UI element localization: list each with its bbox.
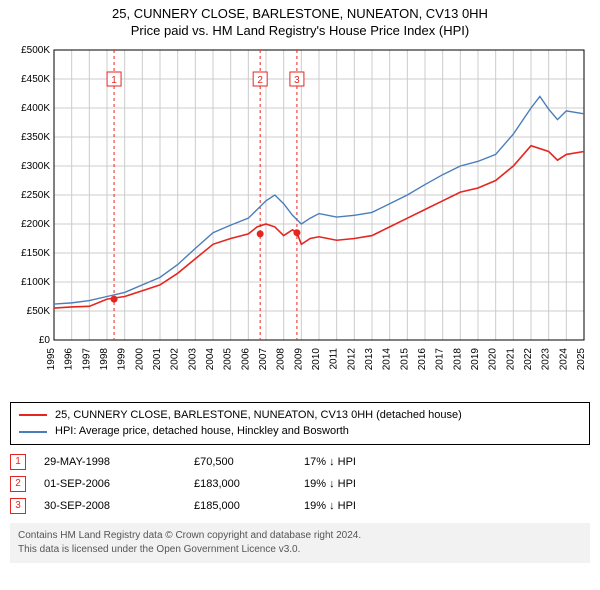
- svg-text:2007: 2007: [258, 347, 269, 370]
- svg-text:2008: 2008: [276, 347, 287, 370]
- chart-container: 25, CUNNERY CLOSE, BARLESTONE, NUNEATON,…: [0, 0, 600, 563]
- title-sub: Price paid vs. HM Land Registry's House …: [10, 23, 590, 40]
- svg-text:£0: £0: [39, 335, 51, 346]
- footer-line2: This data is licensed under the Open Gov…: [18, 543, 582, 557]
- svg-text:2024: 2024: [558, 347, 569, 370]
- event-price: £183,000: [194, 478, 304, 490]
- chart: £0 £50K £100K £150K £200K £250K £300K £350K £400…: [10, 44, 590, 394]
- event-row: 1 29-MAY-1998 £70,500 17% ↓ HPI: [10, 451, 590, 473]
- legend-row-hpi: HPI: Average price, detached house, Hinc…: [19, 423, 581, 440]
- legend-swatch-hpi: [19, 431, 47, 433]
- event-marker: 2: [10, 476, 26, 492]
- event-price: £70,500: [194, 456, 304, 468]
- svg-text:2011: 2011: [329, 347, 340, 369]
- chart-svg: £0 £50K £100K £150K £200K £250K £300K £350K £400…: [10, 44, 590, 394]
- title-block: 25, CUNNERY CLOSE, BARLESTONE, NUNEATON,…: [0, 0, 600, 44]
- svg-text:1995: 1995: [46, 347, 57, 370]
- event-marker: 3: [10, 498, 26, 514]
- legend-row-property: 25, CUNNERY CLOSE, BARLESTONE, NUNEATON,…: [19, 407, 581, 424]
- legend-swatch-property: [19, 414, 47, 416]
- svg-text:2017: 2017: [435, 347, 446, 370]
- svg-text:2000: 2000: [134, 347, 145, 370]
- svg-text:£250K: £250K: [21, 190, 50, 201]
- svg-text:1: 1: [111, 75, 117, 86]
- events-table: 1 29-MAY-1998 £70,500 17% ↓ HPI 2 01-SEP…: [10, 451, 590, 517]
- svg-text:2006: 2006: [240, 347, 251, 370]
- svg-text:2005: 2005: [223, 347, 234, 370]
- legend: 25, CUNNERY CLOSE, BARLESTONE, NUNEATON,…: [10, 402, 590, 445]
- title-main: 25, CUNNERY CLOSE, BARLESTONE, NUNEATON,…: [10, 6, 590, 23]
- event-row: 2 01-SEP-2006 £183,000 19% ↓ HPI: [10, 473, 590, 495]
- svg-text:2004: 2004: [205, 347, 216, 370]
- svg-text:2020: 2020: [488, 347, 499, 370]
- svg-text:£350K: £350K: [21, 132, 50, 143]
- svg-text:£450K: £450K: [21, 74, 50, 85]
- event-date: 01-SEP-2006: [44, 478, 194, 490]
- event-hpi: 19% ↓ HPI: [304, 478, 356, 490]
- svg-text:2009: 2009: [293, 347, 304, 370]
- footer: Contains HM Land Registry data © Crown c…: [10, 523, 590, 563]
- svg-text:£500K: £500K: [21, 45, 50, 56]
- svg-text:1996: 1996: [64, 347, 75, 370]
- svg-text:2016: 2016: [417, 347, 428, 370]
- event-marker: 1: [10, 454, 26, 470]
- svg-text:2001: 2001: [152, 347, 163, 370]
- legend-label-hpi: HPI: Average price, detached house, Hinc…: [55, 423, 349, 440]
- svg-text:2022: 2022: [523, 347, 534, 370]
- svg-text:£200K: £200K: [21, 219, 50, 230]
- event-date: 29-MAY-1998: [44, 456, 194, 468]
- event-hpi: 19% ↓ HPI: [304, 500, 356, 512]
- event-date: 30-SEP-2008: [44, 500, 194, 512]
- svg-text:2: 2: [257, 75, 263, 86]
- svg-text:2010: 2010: [311, 347, 322, 370]
- event-row: 3 30-SEP-2008 £185,000 19% ↓ HPI: [10, 495, 590, 517]
- svg-text:£100K: £100K: [21, 277, 50, 288]
- svg-text:2003: 2003: [187, 347, 198, 370]
- svg-text:2025: 2025: [576, 347, 587, 370]
- svg-text:3: 3: [294, 75, 300, 86]
- svg-text:2021: 2021: [505, 347, 516, 370]
- svg-text:£300K: £300K: [21, 161, 50, 172]
- svg-text:2012: 2012: [346, 347, 357, 370]
- svg-text:2023: 2023: [541, 347, 552, 370]
- svg-text:2013: 2013: [364, 347, 375, 370]
- svg-text:2018: 2018: [452, 347, 463, 370]
- event-hpi: 17% ↓ HPI: [304, 456, 356, 468]
- svg-text:1997: 1997: [81, 347, 92, 370]
- footer-line1: Contains HM Land Registry data © Crown c…: [18, 529, 582, 543]
- svg-text:2014: 2014: [382, 347, 393, 370]
- svg-text:£400K: £400K: [21, 103, 50, 114]
- svg-text:1999: 1999: [117, 347, 128, 370]
- event-price: £185,000: [194, 500, 304, 512]
- svg-text:£50K: £50K: [27, 306, 51, 317]
- svg-text:2002: 2002: [170, 347, 181, 370]
- svg-text:1998: 1998: [99, 347, 110, 370]
- legend-label-property: 25, CUNNERY CLOSE, BARLESTONE, NUNEATON,…: [55, 407, 462, 424]
- svg-text:2019: 2019: [470, 347, 481, 370]
- svg-text:2015: 2015: [399, 347, 410, 370]
- svg-text:£150K: £150K: [21, 248, 50, 259]
